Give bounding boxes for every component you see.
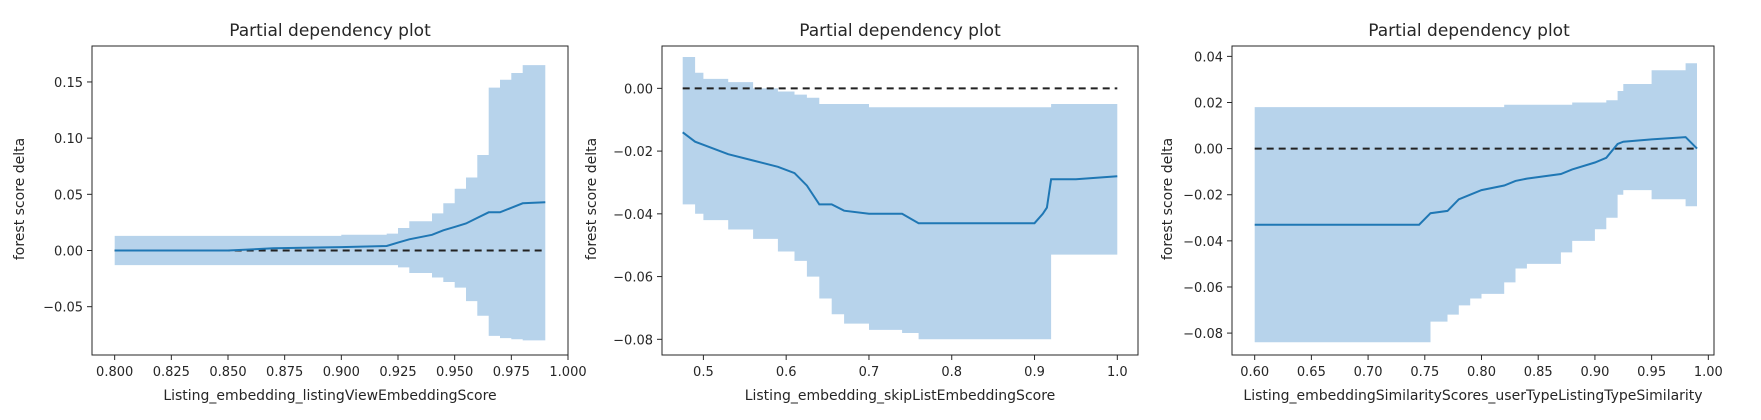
- y-tick-label: −0.06: [613, 271, 653, 286]
- confidence-band: [682, 57, 1118, 340]
- y-tick-label: 0.00: [1194, 143, 1223, 158]
- y-tick-label: −0.04: [1183, 235, 1223, 250]
- x-tick-label: 0.7: [859, 365, 880, 380]
- x-tick-label: 0.900: [323, 365, 360, 380]
- plot-frame: [1231, 45, 1715, 356]
- x-tick-label: 0.8: [941, 365, 962, 380]
- series-line: [114, 201, 546, 252]
- y-tick-label: −0.04: [613, 208, 653, 223]
- y-tick-label: 0.02: [1194, 96, 1223, 111]
- x-axis-label: Listing_embeddingSimilarityScores_userTy…: [1243, 388, 1702, 404]
- x-tick-label: 0.9: [1024, 365, 1045, 380]
- chart-panel-skip-list: Partial dependency plot 0.5 0.6 0.7 0.8 0.9 1…: [584, 21, 1139, 404]
- x-tick-label: 0.925: [379, 365, 416, 380]
- y-tick-label: −0.08: [613, 333, 653, 348]
- x-tick-label: 0.875: [266, 365, 303, 380]
- y-tick-label: −0.08: [1183, 327, 1223, 342]
- confidence-band: [114, 61, 546, 342]
- x-tick-label: 0.70: [1354, 365, 1383, 380]
- x-tick-label: 0.80: [1467, 365, 1496, 380]
- x-tick-label: 0.60: [1240, 365, 1269, 380]
- y-tick-label: 0.15: [54, 76, 83, 91]
- x-tick-label: 0.850: [209, 365, 246, 380]
- chart-panel-user-type-similarity: Partial dependency plot 0.60 0.65 0.70 0.75…: [1160, 21, 1723, 404]
- x-tick-label: 0.75: [1410, 365, 1439, 380]
- x-tick-label: 0.5: [693, 365, 714, 380]
- x-tick-label: 1.0: [1107, 365, 1128, 380]
- series-line: [1254, 136, 1698, 226]
- chart-title: Partial dependency plot: [799, 21, 1001, 41]
- x-axis-label: Listing_embedding_skipListEmbeddingScore: [745, 388, 1056, 404]
- y-tick-label: 0.10: [54, 132, 83, 147]
- chart-title: Partial dependency plot: [1368, 21, 1570, 41]
- x-tick-label: 1.000: [549, 365, 586, 380]
- x-tick-label: 0.6: [776, 365, 797, 380]
- y-tick-label: −0.06: [1183, 281, 1223, 296]
- y-axis-label: forest score delta: [1160, 138, 1176, 260]
- chart-title: Partial dependency plot: [229, 21, 431, 41]
- plot-frame: [91, 45, 569, 356]
- y-tick-label: 0.00: [624, 82, 653, 97]
- x-tick-label: 0.65: [1297, 365, 1326, 380]
- x-tick-label: 0.800: [96, 365, 133, 380]
- x-tick-label: 0.825: [153, 365, 190, 380]
- y-tick-label: −0.02: [1183, 189, 1223, 204]
- y-axis-label: forest score delta: [12, 138, 28, 260]
- chart-panel-listing-view: Partial dependency plot 0.800 0.825 0.850 0…: [12, 21, 587, 404]
- y-tick-label: 0.00: [54, 245, 83, 260]
- x-tick-label: 0.950: [436, 365, 473, 380]
- y-tick-label: 0.04: [1194, 50, 1223, 65]
- series-line: [682, 131, 1118, 225]
- y-tick-label: −0.05: [43, 301, 83, 316]
- x-tick-label: 0.95: [1637, 365, 1666, 380]
- plot-frame: [661, 45, 1139, 356]
- y-tick-label: 0.05: [54, 188, 83, 203]
- x-tick-label: 0.90: [1580, 365, 1609, 380]
- y-axis-label: forest score delta: [584, 138, 600, 260]
- x-tick-label: 0.975: [493, 365, 530, 380]
- x-axis-label: Listing_embedding_listingViewEmbeddingSc…: [163, 388, 496, 404]
- x-tick-label: 0.85: [1524, 365, 1553, 380]
- confidence-band: [1254, 63, 1697, 343]
- x-tick-label: 1.00: [1694, 365, 1723, 380]
- y-tick-label: −0.02: [613, 145, 653, 160]
